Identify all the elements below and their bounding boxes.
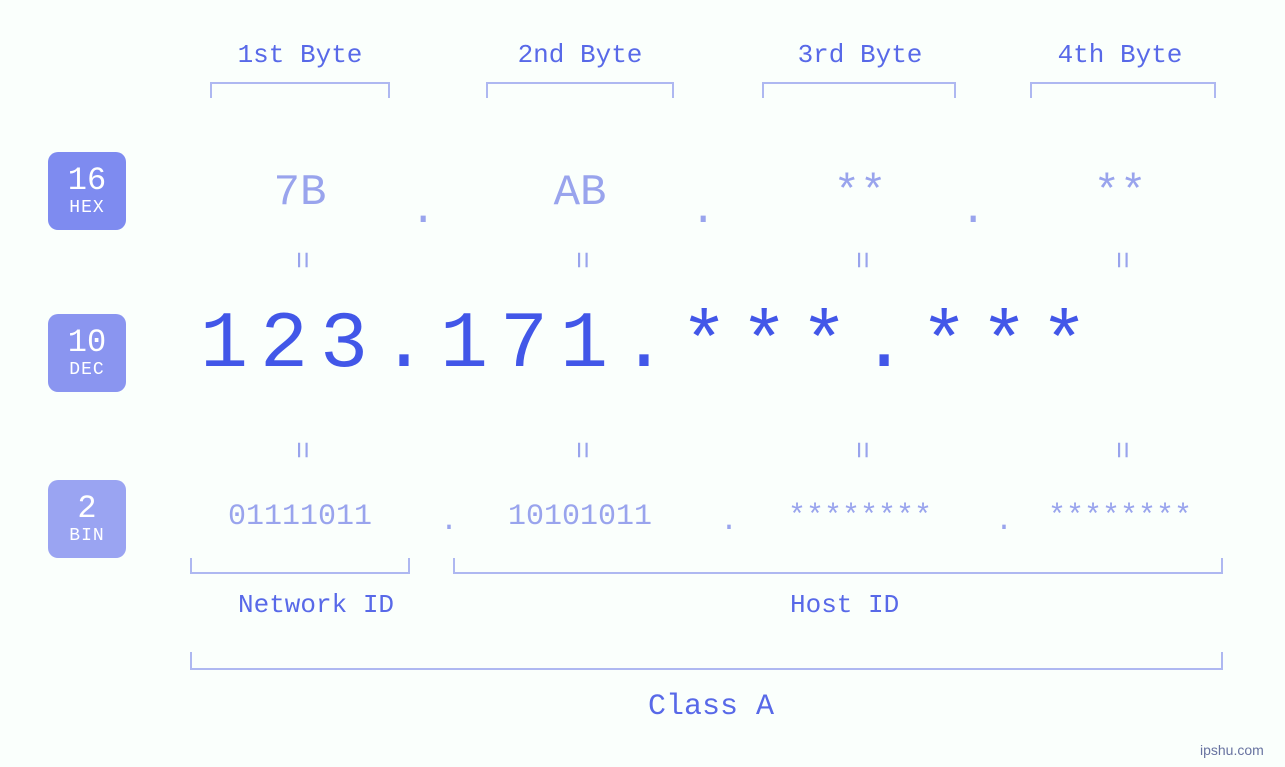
badge-hex-num: 16 <box>68 165 106 197</box>
hex-byte-1: 7B <box>200 168 400 218</box>
host-id-bracket <box>453 558 1223 574</box>
network-id-label: Network ID <box>238 590 394 620</box>
hex-dot-1: . <box>410 186 436 236</box>
bin-byte-4: ******** <box>995 500 1245 534</box>
top-bracket-1 <box>210 82 390 98</box>
class-label: Class A <box>648 690 774 724</box>
equals-icon: = <box>563 435 597 465</box>
byte-header-2: 2nd Byte <box>490 40 670 70</box>
equals-icon: = <box>283 435 317 465</box>
badge-hex: 16 HEX <box>48 152 126 230</box>
dec-row: 123.171.***.*** <box>200 300 1100 391</box>
badge-dec-label: DEC <box>69 361 104 379</box>
hex-dot-3: . <box>960 186 986 236</box>
watermark: ipshu.com <box>1200 742 1264 758</box>
top-bracket-3 <box>762 82 956 98</box>
network-id-bracket <box>190 558 410 574</box>
byte-header-1: 1st Byte <box>210 40 390 70</box>
bin-dot-1: . <box>440 505 458 539</box>
badge-hex-label: HEX <box>69 199 104 217</box>
equals-icon: = <box>843 245 877 275</box>
equals-icon: = <box>843 435 877 465</box>
badge-bin: 2 BIN <box>48 480 126 558</box>
bin-dot-3: . <box>995 505 1013 539</box>
equals-icon: = <box>1103 435 1137 465</box>
hex-dot-2: . <box>690 186 716 236</box>
badge-dec: 10 DEC <box>48 314 126 392</box>
equals-icon: = <box>283 245 317 275</box>
bin-byte-3: ******** <box>735 500 985 534</box>
byte-header-4: 4th Byte <box>1030 40 1210 70</box>
host-id-label: Host ID <box>790 590 899 620</box>
top-bracket-4 <box>1030 82 1216 98</box>
class-bracket <box>190 652 1223 670</box>
bin-byte-2: 10101011 <box>455 500 705 534</box>
top-bracket-2 <box>486 82 674 98</box>
equals-icon: = <box>563 245 597 275</box>
badge-bin-num: 2 <box>77 493 96 525</box>
bin-dot-2: . <box>720 505 738 539</box>
hex-byte-2: AB <box>480 168 680 218</box>
byte-header-3: 3rd Byte <box>770 40 950 70</box>
badge-bin-label: BIN <box>69 527 104 545</box>
hex-byte-3: ** <box>760 168 960 218</box>
hex-byte-4: ** <box>1020 168 1220 218</box>
equals-icon: = <box>1103 245 1137 275</box>
bin-byte-1: 01111011 <box>175 500 425 534</box>
badge-dec-num: 10 <box>68 327 106 359</box>
